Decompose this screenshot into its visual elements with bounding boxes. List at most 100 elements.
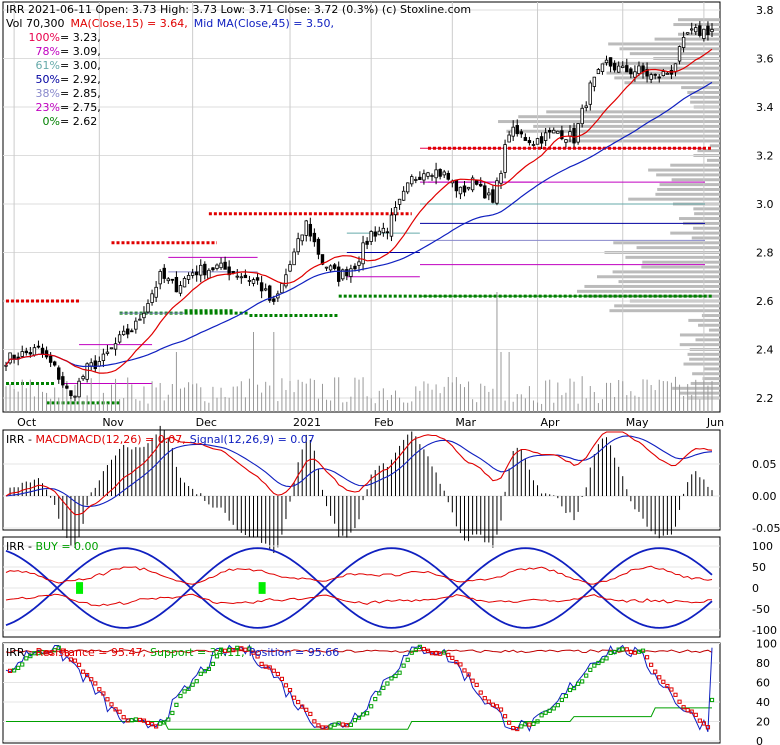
candle-body (235, 275, 239, 278)
candle-body (483, 185, 487, 199)
stoch-up-box (56, 645, 61, 650)
candle-body (430, 175, 434, 177)
candle-body (288, 264, 292, 272)
stoch-up-box (620, 647, 625, 652)
candle-body (389, 214, 394, 237)
candle-body (361, 242, 365, 265)
stoch-down-box (68, 657, 74, 662)
candle-body (612, 63, 617, 71)
stoch-down-box (665, 683, 670, 689)
candle-body (434, 169, 438, 179)
candle-body (73, 395, 77, 398)
candle-body (661, 71, 666, 77)
candle-body (223, 261, 227, 270)
price-tick-label: 2.4 (756, 344, 774, 357)
candle-body (527, 140, 532, 144)
stoch-down-box (7, 668, 13, 673)
candle-body (174, 277, 179, 293)
candle-body (681, 36, 686, 48)
candle-body (479, 183, 483, 187)
ma15-label: MA(Close,15) = 3.64, (70, 17, 187, 30)
position-label: Position = 95.66 (249, 646, 340, 659)
candle-body (706, 25, 710, 36)
stoch-up-box (596, 660, 601, 666)
volume-profile-bar (679, 333, 720, 337)
stoch-down-box (117, 709, 122, 714)
stoch-tick-label: 20 (756, 716, 770, 729)
candle-body (130, 330, 134, 333)
stoch-tick-label: 40 (756, 696, 770, 709)
buy-header: IRR - BUY = 0.00 (6, 540, 99, 553)
stoch-down-box (425, 648, 431, 653)
volume-label: Vol 70,300 (6, 17, 64, 30)
stoch-up-box (194, 679, 199, 684)
stoch-down-box (454, 659, 459, 665)
macd-header: IRR - MACDMACD(12,26) = 0.07, Signal(12,2… (6, 433, 315, 446)
volume-profile-bar (612, 270, 720, 274)
candle-body (414, 179, 418, 181)
volume-profile-bar (681, 86, 720, 90)
stoch-down-box (121, 715, 126, 720)
stoch-down-box (44, 650, 49, 655)
stoch-down-box (275, 671, 280, 677)
stoch-up-box (555, 703, 560, 708)
volume-profile-bar (679, 217, 720, 221)
stoch-up-box (539, 713, 544, 718)
volume-profile-bar (693, 207, 720, 211)
stoch-up-box (377, 691, 382, 696)
volume-profile-bar (572, 134, 720, 138)
stoch-down-box (64, 652, 69, 657)
volume-profile-bar (690, 95, 720, 99)
candle-body (458, 186, 463, 195)
candle-body (170, 278, 175, 281)
volume-profile-bar (506, 129, 720, 133)
fib-lines (420, 147, 705, 297)
buy-oscillator-lower (5, 547, 713, 629)
candle-body (65, 385, 69, 389)
candle-body (28, 352, 33, 355)
candle-body (272, 298, 276, 302)
buy-tick-label: 50 (752, 561, 766, 574)
volume-profile-bar (613, 241, 720, 245)
volume-profile-bar (673, 23, 720, 27)
volume-profile-bar (708, 328, 720, 332)
candle-body (507, 134, 511, 143)
candle-body (649, 74, 653, 80)
fib-value-label: = 3.00, (60, 59, 101, 72)
stoch-down-box (255, 654, 260, 659)
candle-body (600, 63, 605, 72)
candle-body (109, 347, 114, 350)
stoch-up-box (198, 671, 203, 676)
buy-line-upper (5, 565, 713, 585)
stoch-down-box (490, 702, 495, 707)
candle-body (584, 105, 588, 109)
stoch-up-box (584, 673, 589, 678)
stoch-down-box (105, 697, 110, 702)
price-tick-label: 3.8 (756, 4, 774, 17)
stoch-down-box (644, 655, 650, 660)
price-panel-frame (2, 1, 721, 413)
candle-body (117, 334, 122, 343)
stoch-down-box (478, 690, 483, 695)
stoch-down-box (251, 650, 256, 655)
fib-value-label: = 3.23, (60, 31, 101, 44)
buy-tick-label: -50 (752, 603, 770, 616)
date-tick-label: Feb (374, 416, 393, 429)
stoch-up-box (202, 669, 207, 674)
candle-body (470, 177, 475, 191)
fibonacci-legend: 100% = 3.23,78% = 3.09,61% = 3.00,50% = … (29, 31, 101, 128)
volume-profile-bar (683, 362, 720, 366)
candle-body (239, 276, 244, 279)
volume-profile-bar (533, 124, 720, 128)
stoch-down-box (657, 675, 662, 680)
candle-body (665, 72, 670, 75)
volume-profile-bar (701, 314, 720, 318)
stoch-down-box (149, 722, 155, 727)
stoch-up-box (588, 667, 593, 672)
volume-profile-bar (619, 47, 720, 51)
stoch-up-box (640, 648, 646, 653)
stoch-tick-label: 80 (756, 657, 770, 670)
volume-profile-bar (697, 149, 720, 153)
stoch-down-box (632, 650, 638, 655)
stoch-up-box (129, 718, 134, 723)
